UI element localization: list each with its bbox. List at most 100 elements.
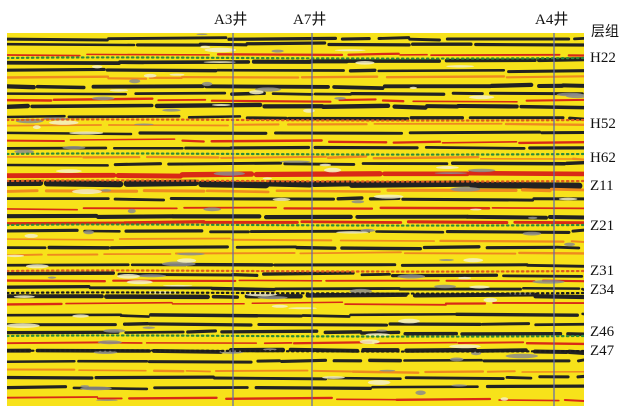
reflector-segment [96, 214, 175, 219]
reflector-segment [231, 238, 333, 242]
reflector-segment [445, 230, 571, 234]
amplitude-patch [69, 131, 104, 135]
amplitude-patch [47, 276, 57, 279]
amplitude-patch [49, 120, 79, 125]
seismic-section [7, 33, 584, 406]
reflector-segment [212, 376, 328, 381]
reflector-segment [340, 37, 371, 41]
reflector-segment [300, 220, 403, 224]
amplitude-patch [360, 228, 376, 232]
amplitude-patch [7, 254, 25, 258]
amplitude-patch [349, 288, 372, 294]
reflector-segment [360, 272, 391, 277]
reflector-segment [7, 359, 76, 364]
reflector-segment [7, 124, 102, 127]
reflector-segment [412, 292, 537, 298]
reflector-segment [7, 37, 109, 42]
reflector-segment [320, 103, 391, 110]
reflector-segment [231, 273, 259, 277]
reflector-segment [205, 189, 270, 194]
reflector-segment [372, 155, 480, 160]
reflector-segment [7, 221, 124, 225]
amplitude-patch [169, 73, 185, 76]
reflector-segment [392, 140, 442, 144]
reflector-segment [339, 239, 436, 242]
amplitude-patch [14, 149, 34, 154]
reflector-segment [198, 42, 248, 47]
amplitude-patch [398, 318, 420, 324]
reflector-segment [271, 92, 314, 96]
amplitude-patch [80, 385, 89, 388]
amplitude-patch [522, 231, 542, 236]
reflector-segment [187, 115, 242, 119]
reflector-segment [122, 322, 150, 326]
amplitude-patch [451, 384, 468, 387]
reflector-segment [122, 220, 206, 225]
reflector-segment [404, 376, 505, 381]
reflector-segment [113, 162, 163, 167]
amplitude-patch [62, 146, 86, 150]
horizon-pick-h62 [7, 152, 584, 156]
reflector-segment [392, 104, 428, 110]
reflector-segment [468, 181, 583, 190]
reflector-segment [210, 99, 332, 103]
reflector-segment [571, 228, 584, 233]
amplitude-patch [279, 160, 311, 163]
amplitude-patch [126, 280, 153, 285]
reflector-segment [300, 75, 379, 79]
amplitude-patch [177, 258, 197, 263]
reflector-segment [186, 329, 217, 334]
reflector-segment [581, 287, 584, 291]
amplitude-patch [24, 233, 38, 238]
reflector-segment [117, 272, 234, 277]
reflector-segment [348, 180, 473, 188]
amplitude-patch [97, 340, 122, 345]
reflector-segment [576, 374, 584, 379]
horizon-label-z34: Z34 [590, 282, 615, 298]
reflector-segment [210, 139, 323, 143]
reflector-segment [7, 84, 36, 90]
amplitude-patch [91, 96, 115, 101]
amplitude-patch [470, 208, 482, 211]
amplitude-patch [564, 242, 576, 247]
reflector-segment [327, 140, 388, 144]
horizon-legend-title: 层组 [591, 25, 619, 40]
reflector-segment [113, 197, 166, 202]
amplitude-patch [136, 274, 167, 278]
reflector-segment [424, 145, 526, 150]
reflector-segment [504, 122, 584, 126]
amplitude-patch [80, 386, 112, 391]
reflector-segment [481, 322, 531, 326]
reflector-segment [377, 36, 411, 40]
reflector-segment [30, 103, 154, 109]
reflector-segment [323, 330, 363, 335]
reflector-segment [375, 230, 445, 234]
reflector-segment [7, 131, 133, 136]
reflector-segment [118, 237, 231, 240]
reflector-segment [505, 75, 584, 79]
amplitude-patch [415, 390, 426, 396]
reflector-segment [91, 84, 205, 89]
reflector-segment [7, 54, 81, 57]
amplitude-patch [450, 186, 481, 192]
reflector-segment [124, 330, 185, 334]
amplitude-patch [319, 163, 332, 167]
amplitude-patch [436, 166, 459, 169]
reflector-segment [216, 53, 344, 57]
reflector-segment [7, 238, 115, 241]
reflector-segment [254, 386, 372, 390]
reflector-segment [565, 160, 584, 166]
reflector-segment [181, 139, 205, 143]
horizon-pick-h52 [7, 118, 584, 122]
reflector-segment [105, 68, 218, 73]
horizon-label-z31: Z31 [590, 263, 615, 279]
reflector-segment [526, 263, 584, 268]
reflector-segment [301, 314, 351, 318]
reflector-segment [94, 375, 215, 380]
amplitude-patch [203, 207, 221, 212]
reflector-segment [401, 197, 535, 202]
reflector-segment [555, 245, 581, 250]
reflector-segment [7, 75, 110, 79]
horizon-pick-h22 [7, 56, 584, 60]
reflector-segment [507, 69, 584, 74]
